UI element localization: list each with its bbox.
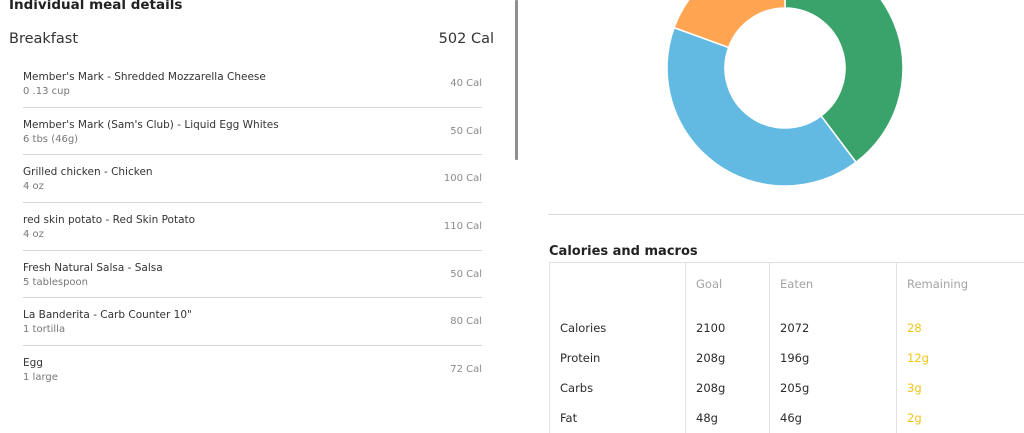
row-remaining: 12g bbox=[897, 343, 1024, 373]
scrollbar[interactable] bbox=[515, 0, 518, 160]
food-serving: 5 tablespoon bbox=[23, 277, 88, 288]
food-calories: 80 Cal bbox=[450, 316, 482, 327]
row-remaining: 2g bbox=[897, 403, 1024, 433]
summary-panel: Calories and macros Goal Eaten Remaining… bbox=[540, 0, 1024, 419]
food-item[interactable]: La Banderita - Carb Counter 10" 1 tortil… bbox=[23, 298, 482, 346]
food-list: Member's Mark - Shredded Mozzarella Chee… bbox=[23, 60, 482, 394]
header-empty bbox=[550, 263, 686, 304]
header-goal: Goal bbox=[686, 263, 770, 304]
row-remaining: 3g bbox=[897, 373, 1024, 403]
meal-details-panel: Individual meal details Breakfast 502 Ca… bbox=[0, 0, 516, 419]
section-title: Individual meal details bbox=[9, 0, 182, 13]
header-remaining: Remaining bbox=[897, 263, 1024, 304]
row-label: Calories bbox=[550, 303, 686, 343]
row-label: Carbs bbox=[550, 373, 686, 403]
food-calories: 100 Cal bbox=[444, 173, 482, 184]
food-serving: 4 oz bbox=[23, 229, 44, 240]
row-eaten: 205g bbox=[770, 373, 897, 403]
meal-header[interactable]: Breakfast 502 Cal bbox=[9, 31, 494, 53]
donut-segment-1 bbox=[667, 28, 856, 186]
food-item[interactable]: Member's Mark - Shredded Mozzarella Chee… bbox=[23, 60, 482, 108]
food-serving: 1 large bbox=[23, 372, 58, 383]
macros-table: Goal Eaten Remaining Calories 2100 2072 … bbox=[549, 262, 1024, 433]
food-name: La Banderita - Carb Counter 10" bbox=[23, 309, 192, 321]
food-item[interactable]: Member's Mark (Sam's Club) - Liquid Egg … bbox=[23, 108, 482, 156]
food-name: Member's Mark - Shredded Mozzarella Chee… bbox=[23, 71, 266, 83]
row-goal: 208g bbox=[686, 343, 770, 373]
row-eaten: 46g bbox=[770, 403, 897, 433]
row-goal: 208g bbox=[686, 373, 770, 403]
food-item[interactable]: Grilled chicken - Chicken 4 oz 100 Cal bbox=[23, 155, 482, 203]
food-name: red skin potato - Red Skin Potato bbox=[23, 214, 195, 226]
row-label: Protein bbox=[550, 343, 686, 373]
food-name: Grilled chicken - Chicken bbox=[23, 166, 153, 178]
row-label: Fat bbox=[550, 403, 686, 433]
food-serving: 6 tbs (46g) bbox=[23, 134, 78, 145]
macros-title: Calories and macros bbox=[549, 244, 698, 259]
food-item[interactable]: Fresh Natural Salsa - Salsa 5 tablespoon… bbox=[23, 251, 482, 299]
header-eaten: Eaten bbox=[770, 263, 897, 304]
food-calories: 110 Cal bbox=[444, 221, 482, 232]
food-item[interactable]: red skin potato - Red Skin Potato 4 oz 1… bbox=[23, 203, 482, 251]
row-eaten: 196g bbox=[770, 343, 897, 373]
food-item[interactable]: Egg 1 large 72 Cal bbox=[23, 346, 482, 394]
food-name: Fresh Natural Salsa - Salsa bbox=[23, 262, 163, 274]
food-calories: 40 Cal bbox=[450, 78, 482, 89]
food-calories: 50 Cal bbox=[450, 126, 482, 137]
meal-calories: 502 Cal bbox=[439, 31, 494, 47]
food-calories: 50 Cal bbox=[450, 269, 482, 280]
table-row: Calories 2100 2072 28 bbox=[550, 303, 1024, 343]
divider bbox=[548, 214, 1024, 215]
row-remaining: 28 bbox=[897, 303, 1024, 343]
table-row: Carbs 208g 205g 3g bbox=[550, 373, 1024, 403]
row-goal: 2100 bbox=[686, 303, 770, 343]
food-name: Member's Mark (Sam's Club) - Liquid Egg … bbox=[23, 119, 279, 131]
food-serving: 0 .13 cup bbox=[23, 86, 70, 97]
food-serving: 1 tortilla bbox=[23, 324, 65, 335]
donut-chart bbox=[540, 0, 1024, 210]
food-serving: 4 oz bbox=[23, 181, 44, 192]
food-calories: 72 Cal bbox=[450, 364, 482, 375]
meal-name: Breakfast bbox=[9, 31, 78, 47]
table-row: Protein 208g 196g 12g bbox=[550, 343, 1024, 373]
table-row: Fat 48g 46g 2g bbox=[550, 403, 1024, 433]
food-name: Egg bbox=[23, 357, 43, 369]
row-eaten: 2072 bbox=[770, 303, 897, 343]
row-goal: 48g bbox=[686, 403, 770, 433]
